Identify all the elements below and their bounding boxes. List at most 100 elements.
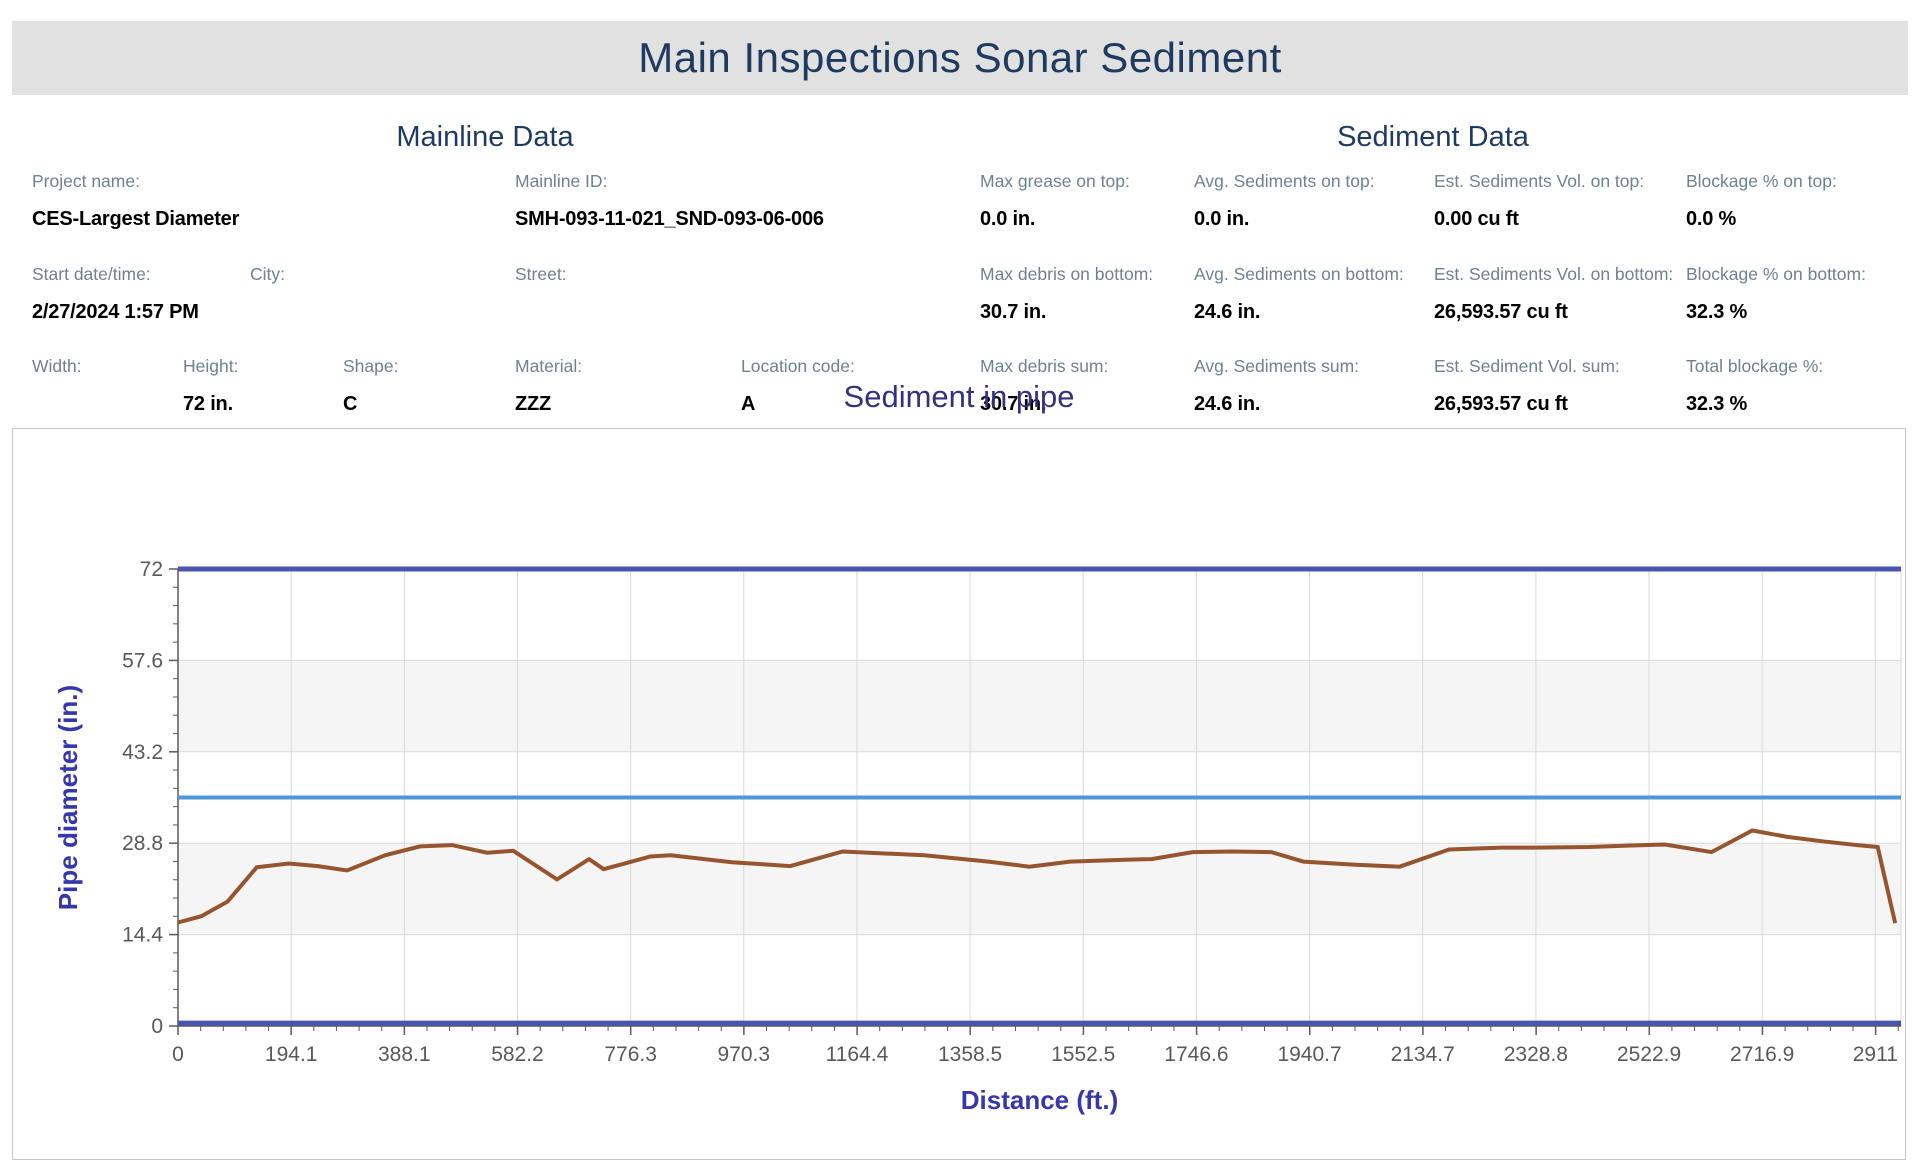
field-est-sediment-vol-sum-label: Est. Sediment Vol. sum: — [1434, 356, 1620, 376]
field-city-label: City: — [250, 263, 285, 284]
svg-text:0: 0 — [151, 1015, 163, 1038]
field-est-sediments-vol-on-top: Est. Sediments Vol. on top: 0.00 cu ft — [1434, 171, 1644, 230]
svg-text:2134.7: 2134.7 — [1391, 1043, 1455, 1066]
svg-text:2716.9: 2716.9 — [1730, 1043, 1794, 1066]
field-avg-sediments-on-bottom-value: 24.6 in. — [1194, 300, 1261, 323]
svg-text:194.1: 194.1 — [265, 1043, 318, 1066]
svg-text:1164.4: 1164.4 — [826, 1043, 889, 1066]
field-max-debris-sum-value: 30.7 in. — [980, 393, 1047, 415]
field-street: Street: — [515, 264, 567, 301]
svg-text:388.1: 388.1 — [378, 1043, 431, 1066]
field-project-name-value: CES-Largest Diameter — [32, 208, 240, 230]
field-avg-sediments-on-top: Avg. Sediments on top: 0.0 in. — [1194, 171, 1375, 230]
field-mainline-id-label: Mainline ID: — [515, 171, 608, 191]
field-width: Width: — [32, 356, 82, 393]
field-location-code: Location code: A — [741, 356, 855, 415]
field-height-value: 72 in. — [183, 393, 233, 415]
field-max-debris-on-bottom-value: 30.7 in. — [980, 300, 1047, 323]
field-est-sediment-vol-sum-value: 26,593.57 cu ft — [1434, 393, 1568, 415]
svg-text:2328.8: 2328.8 — [1504, 1043, 1568, 1066]
field-start-datetime-value: 2/27/2024 1:57 PM — [32, 300, 199, 323]
svg-text:1940.7: 1940.7 — [1277, 1043, 1341, 1066]
field-max-grease-on-top-label: Max grease on top: — [980, 171, 1130, 191]
field-max-debris-sum: Max debris sum: 30.7 in. — [980, 356, 1108, 415]
field-location-code-label: Location code: — [741, 356, 855, 376]
sediment-section-title: Sediment Data — [1337, 121, 1529, 153]
field-blockage-pct-on-top: Blockage % on top: 0.0 % — [1686, 171, 1837, 230]
field-blockage-pct-on-bottom: Blockage % on bottom: 32.3 % — [1686, 264, 1866, 323]
field-start-datetime: Start date/time: 2/27/2024 1:57 PM — [32, 264, 199, 323]
chart-title: Sediment in pipe — [843, 379, 1075, 414]
field-street-label: Street: — [515, 263, 567, 284]
field-material-label: Material: — [515, 356, 583, 376]
field-material: Material: ZZZ — [515, 356, 582, 415]
field-avg-sediments-sum-value: 24.6 in. — [1194, 393, 1261, 415]
svg-text:1552.5: 1552.5 — [1051, 1043, 1115, 1066]
field-total-blockage-pct: Total blockage %: 32.3 % — [1686, 356, 1823, 415]
field-blockage-pct-on-top-label: Blockage % on top: — [1686, 171, 1837, 191]
field-project-name: Project name: CES-Largest Diameter — [32, 171, 239, 230]
field-est-sediments-vol-on-top-label: Est. Sediments Vol. on top: — [1434, 171, 1645, 191]
field-city: City: — [250, 264, 285, 301]
field-material-value: ZZZ — [515, 393, 552, 415]
sediment-chart: 0 14.4 28.8 43.2 57.6 72 0 194.1 388.1 582.2 776.3… — [53, 558, 1902, 1115]
tick-marks — [169, 568, 1899, 1035]
svg-text:72: 72 — [140, 558, 163, 581]
chart-panel: 0 14.4 28.8 43.2 57.6 72 0 194.1 388.1 582.2 776.3… — [12, 428, 1906, 1160]
svg-text:776.3: 776.3 — [604, 1043, 657, 1066]
field-avg-sediments-on-top-label: Avg. Sediments on top: — [1194, 171, 1375, 191]
svg-text:582.2: 582.2 — [491, 1043, 544, 1066]
svg-text:43.2: 43.2 — [122, 741, 163, 764]
report-title: Main Inspections Sonar Sediment — [638, 34, 1282, 81]
field-mainline-id-value: SMH-093-11-021_SND-093-06-006 — [515, 208, 824, 230]
sediment-line — [177, 828, 1898, 925]
svg-text:28.8: 28.8 — [122, 832, 163, 855]
field-start-datetime-label: Start date/time: — [32, 263, 151, 284]
field-location-code-value: A — [741, 393, 756, 415]
svg-text:1358.5: 1358.5 — [938, 1043, 1002, 1066]
field-total-blockage-pct-label: Total blockage %: — [1686, 356, 1824, 376]
field-blockage-pct-on-top-value: 0.0 % — [1686, 208, 1737, 230]
field-width-label: Width: — [32, 356, 82, 376]
field-max-debris-on-bottom: Max debris on bottom: 30.7 in. — [980, 264, 1153, 323]
field-est-sediments-vol-on-top-value: 0.00 cu ft — [1434, 208, 1519, 230]
y-tick-labels: 0 14.4 28.8 43.2 57.6 72 — [122, 558, 163, 1038]
field-avg-sediments-on-bottom: Avg. Sediments on bottom: 24.6 in. — [1194, 264, 1404, 323]
svg-text:2522.9: 2522.9 — [1617, 1043, 1681, 1066]
x-tick-labels: 0 194.1 388.1 582.2 776.3 970.3 1164.4 1358.5 15… — [172, 1043, 1898, 1066]
field-mainline-id: Mainline ID: SMH-093-11-021_SND-093-06-0… — [515, 171, 824, 230]
svg-text:2911: 2911 — [1853, 1043, 1898, 1066]
field-shape-label: Shape: — [343, 356, 399, 376]
svg-text:14.4: 14.4 — [122, 924, 163, 947]
field-project-name-label: Project name: — [32, 171, 140, 191]
field-avg-sediments-sum: Avg. Sediments sum: 24.6 in. — [1194, 356, 1359, 415]
field-est-sediments-vol-on-bottom-value: 26,593.57 cu ft — [1434, 300, 1568, 323]
svg-text:57.6: 57.6 — [122, 649, 163, 672]
field-max-debris-sum-label: Max debris sum: — [980, 356, 1109, 376]
field-blockage-pct-on-bottom-value: 32.3 % — [1686, 300, 1748, 323]
field-max-grease-on-top: Max grease on top: 0.0 in. — [980, 171, 1130, 230]
field-shape-value: C — [343, 393, 358, 415]
field-avg-sediments-on-bottom-label: Avg. Sediments on bottom: — [1194, 263, 1404, 284]
svg-text:970.3: 970.3 — [717, 1043, 770, 1066]
plot-bands — [178, 660, 1901, 935]
field-shape: Shape: C — [343, 356, 398, 415]
field-total-blockage-pct-value: 32.3 % — [1686, 393, 1748, 415]
field-est-sediments-vol-on-bottom: Est. Sediments Vol. on bottom: 26,593.57… — [1434, 264, 1673, 323]
svg-text:1746.6: 1746.6 — [1164, 1043, 1228, 1066]
field-avg-sediments-on-top-value: 0.0 in. — [1194, 208, 1250, 230]
field-est-sediment-vol-sum: Est. Sediment Vol. sum: 26,593.57 cu ft — [1434, 356, 1620, 415]
report-title-bar: Main Inspections Sonar Sediment — [12, 21, 1908, 95]
field-max-debris-on-bottom-label: Max debris on bottom: — [980, 263, 1154, 284]
svg-text:0: 0 — [172, 1043, 184, 1066]
y-axis-title: Pipe diameter (in.) — [53, 685, 83, 910]
field-blockage-pct-on-bottom-label: Blockage % on bottom: — [1686, 263, 1866, 284]
field-est-sediments-vol-on-bottom-label: Est. Sediments Vol. on bottom: — [1434, 263, 1674, 284]
field-height: Height: 72 in. — [183, 356, 238, 415]
field-height-label: Height: — [183, 356, 239, 376]
mainline-section-title: Mainline Data — [396, 121, 574, 153]
x-axis-title: Distance (ft.) — [961, 1085, 1118, 1115]
field-max-grease-on-top-value: 0.0 in. — [980, 208, 1036, 230]
summary-fields-area: Project name: CES-Largest Diameter Mainl… — [0, 0, 1920, 428]
field-avg-sediments-sum-label: Avg. Sediments sum: — [1194, 356, 1360, 376]
